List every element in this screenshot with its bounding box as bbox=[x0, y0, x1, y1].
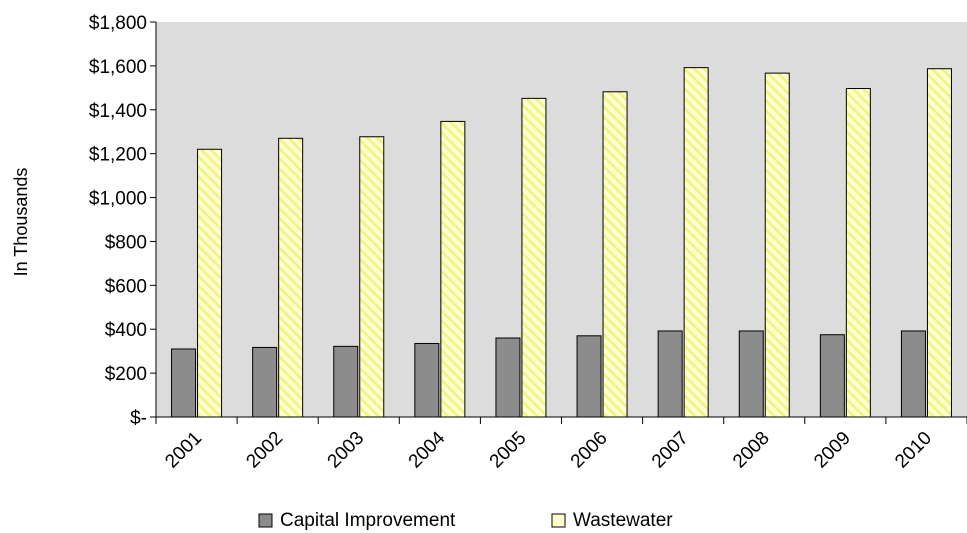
bar-capital-improvement-2009 bbox=[819, 334, 845, 418]
y-tick-label: $- bbox=[130, 408, 147, 429]
bar-wastewater-2008 bbox=[764, 72, 790, 418]
x-tick-label: 2003 bbox=[324, 428, 369, 473]
bar-capital-improvement-2007 bbox=[657, 330, 683, 418]
bars-group bbox=[171, 67, 952, 418]
legend-swatch-capital-improvement bbox=[258, 513, 273, 528]
y-tick-label: $800 bbox=[105, 232, 147, 253]
y-tick-label: $1,800 bbox=[89, 13, 147, 34]
y-tick-label: $200 bbox=[105, 364, 147, 385]
y-tick-label: $400 bbox=[105, 320, 147, 341]
bar-capital-improvement-2008 bbox=[738, 330, 764, 418]
legend-swatch-wastewater bbox=[551, 513, 566, 528]
y-tick-label: $600 bbox=[105, 276, 147, 297]
legend-label-wastewater: Wastewater bbox=[573, 510, 673, 531]
bar-wastewater-2009 bbox=[845, 87, 871, 418]
x-tick-labels: 2001 2002 2003 2004 2005 2006 2007 2008 2009 2010 bbox=[161, 427, 936, 472]
bar-wastewater-2007 bbox=[683, 67, 709, 418]
x-tick-label: 2002 bbox=[242, 428, 287, 473]
bar-capital-improvement-2010 bbox=[900, 330, 926, 418]
bar-capital-improvement-2004 bbox=[414, 342, 440, 418]
bar-wastewater-2006 bbox=[602, 91, 628, 418]
y-tick-label: $1,600 bbox=[89, 57, 147, 78]
bar-wastewater-2010 bbox=[926, 68, 952, 418]
y-tick-label: $1,200 bbox=[89, 145, 147, 166]
plot-area bbox=[156, 22, 967, 417]
y-axis-title: In Thousands bbox=[11, 168, 31, 277]
y-tick-label: $1,000 bbox=[89, 189, 147, 210]
x-tick-label: 2006 bbox=[567, 428, 612, 473]
x-tick-label: 2004 bbox=[405, 427, 450, 472]
legend: Capital Improvement Wastewater bbox=[258, 510, 673, 531]
bar-capital-improvement-2005 bbox=[495, 337, 521, 418]
x-tick-label: 2010 bbox=[891, 428, 936, 473]
bar-wastewater-2002 bbox=[278, 137, 304, 418]
y-tick-label: $1,400 bbox=[89, 101, 147, 122]
bar-wastewater-2005 bbox=[521, 97, 547, 418]
bar-capital-improvement-2006 bbox=[576, 335, 602, 418]
bar-wastewater-2004 bbox=[440, 120, 466, 418]
y-tick-labels: $- $200 $400 $600 $800 $1,000 $1,200 $1,400 $1,6… bbox=[89, 13, 147, 429]
legend-label-capital-improvement: Capital Improvement bbox=[280, 510, 456, 531]
bar-wastewater-2001 bbox=[197, 148, 223, 418]
x-tick-label: 2007 bbox=[648, 428, 693, 473]
x-tick-label: 2005 bbox=[486, 428, 531, 473]
x-tick-label: 2001 bbox=[161, 428, 206, 473]
bar-capital-improvement-2003 bbox=[333, 345, 359, 418]
x-tick-label: 2008 bbox=[729, 428, 774, 473]
bar-wastewater-2003 bbox=[359, 136, 385, 418]
axes-group bbox=[150, 21, 967, 424]
bar-capital-improvement-2001 bbox=[171, 348, 197, 418]
bar-capital-improvement-2002 bbox=[252, 346, 278, 418]
x-tick-label: 2009 bbox=[810, 428, 855, 473]
